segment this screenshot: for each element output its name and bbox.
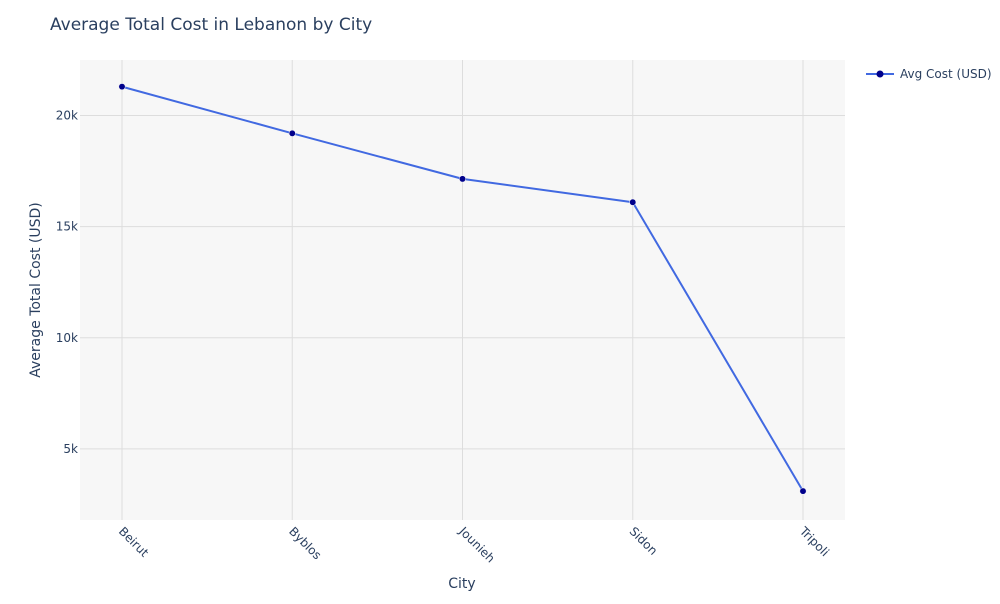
y-axis-ticks: 5k 10k 15k 20k [56, 109, 78, 456]
legend[interactable]: Avg Cost (USD) [866, 67, 992, 81]
y-tick-label: 10k [56, 331, 78, 345]
legend-marker-swatch [876, 70, 884, 78]
data-point-sidon[interactable] [629, 198, 637, 206]
x-axis-ticks: Beirut Byblos Jounieh Sidon Tripoli [116, 524, 832, 566]
x-axis-title: City [448, 576, 475, 592]
x-tick-label: Sidon [627, 524, 661, 558]
x-tick-label: Tripoli [796, 524, 832, 560]
grid-lines [80, 60, 845, 520]
y-axis-title: Average Total Cost (USD) [28, 202, 44, 378]
y-tick-label: 15k [56, 220, 78, 234]
data-point-tripoli[interactable] [799, 487, 807, 495]
x-tick-label: Byblos [286, 524, 324, 562]
data-point-byblos[interactable] [288, 129, 296, 137]
y-tick-label: 5k [63, 442, 78, 456]
x-tick-label: Jounieh [456, 524, 498, 566]
data-point-beirut[interactable] [118, 83, 126, 91]
series-layer [118, 83, 807, 495]
data-point-jounieh[interactable] [459, 175, 466, 183]
chart-title: Average Total Cost in Lebanon by City [50, 15, 372, 35]
legend-label: Avg Cost (USD) [900, 67, 992, 81]
x-tick-label: Beirut [116, 524, 152, 560]
y-tick-label: 20k [56, 109, 78, 123]
